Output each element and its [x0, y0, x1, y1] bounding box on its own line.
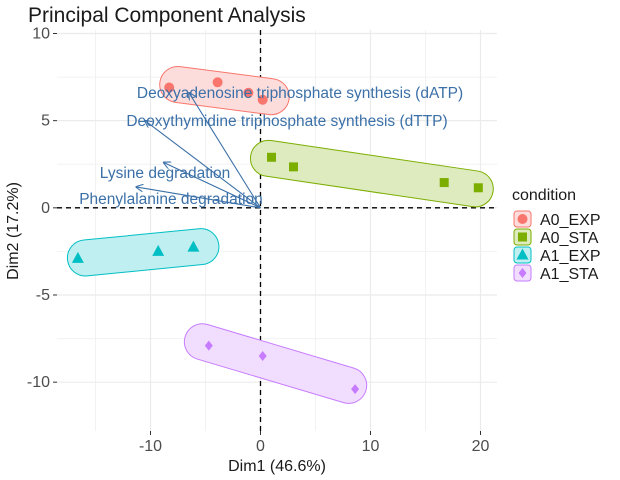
data-points: [71, 77, 483, 395]
y-tick-label: 5: [41, 113, 50, 130]
data-point-a0-exp: [257, 94, 268, 105]
variable-arrows: [136, 93, 261, 209]
data-point-a1-exp: [152, 244, 165, 256]
data-point-a1-sta: [258, 351, 267, 362]
x-tick-label: 20: [472, 438, 490, 455]
ellipse-a1-sta: [183, 323, 368, 404]
y-axis-title: Dim2 (17.2%): [5, 182, 22, 280]
variable-label: Deoxythymidine triphosphate synthesis (d…: [126, 113, 447, 130]
variable-arrow: [189, 93, 261, 209]
y-tick-label: 0: [41, 200, 50, 217]
data-point-a0-sta: [439, 178, 449, 188]
data-point-a0-exp: [212, 77, 223, 88]
ellipse-a0-exp: [159, 65, 290, 116]
variable-label: Phenylalanine degradation: [79, 191, 263, 208]
ellipse-a0-sta: [249, 139, 494, 208]
legend-title: condition: [512, 187, 576, 204]
data-point-a0-sta: [473, 183, 483, 193]
data-point-a1-exp: [71, 251, 84, 263]
data-point-a0-sta: [289, 162, 298, 172]
x-tick-label: 0: [256, 438, 265, 455]
data-point-a1-sta: [204, 340, 213, 351]
chart-title: Principal Component Analysis: [28, 4, 306, 27]
legend-marker-a0-sta: [518, 232, 527, 242]
legend-marker-a1-exp: [516, 248, 529, 260]
variable-arrow: [164, 163, 261, 209]
x-axis-title: Dim1 (46.6%): [228, 458, 326, 475]
legend-label: A1_STA: [540, 266, 599, 283]
ellipse-a1-exp: [66, 228, 220, 277]
group-ellipses: [66, 65, 494, 404]
variable-label: Deoxyadenosine triphosphate synthesis (d…: [137, 85, 463, 102]
data-point-a0-sta: [267, 152, 276, 162]
axis-ticks: -10 0 10 20 -10 -5 0 5 10: [27, 25, 490, 455]
data-point-a0-exp: [243, 87, 254, 98]
legend-marker-a1-sta: [518, 268, 527, 278]
y-tick-label: -10: [27, 374, 50, 391]
legend-label: A0_STA: [540, 230, 599, 247]
legend-label: A0_EXP: [540, 212, 600, 229]
variable-arrow: [136, 187, 261, 209]
x-tick-label: -10: [139, 438, 162, 455]
data-point-a1-sta: [351, 384, 360, 395]
variable-labels: Deoxyadenosine triphosphate synthesis (d…: [79, 85, 463, 208]
y-tick-label: 10: [32, 25, 50, 42]
x-tick-label: 10: [362, 438, 380, 455]
variable-label: Lysine degradation: [100, 165, 230, 182]
legend-label: A1_EXP: [540, 248, 600, 265]
legend-marker-a0-exp: [517, 214, 528, 224]
variable-arrow: [145, 121, 261, 209]
data-point-a1-exp: [187, 240, 200, 252]
y-tick-label: -5: [36, 287, 50, 304]
data-point-a0-exp: [164, 82, 175, 93]
